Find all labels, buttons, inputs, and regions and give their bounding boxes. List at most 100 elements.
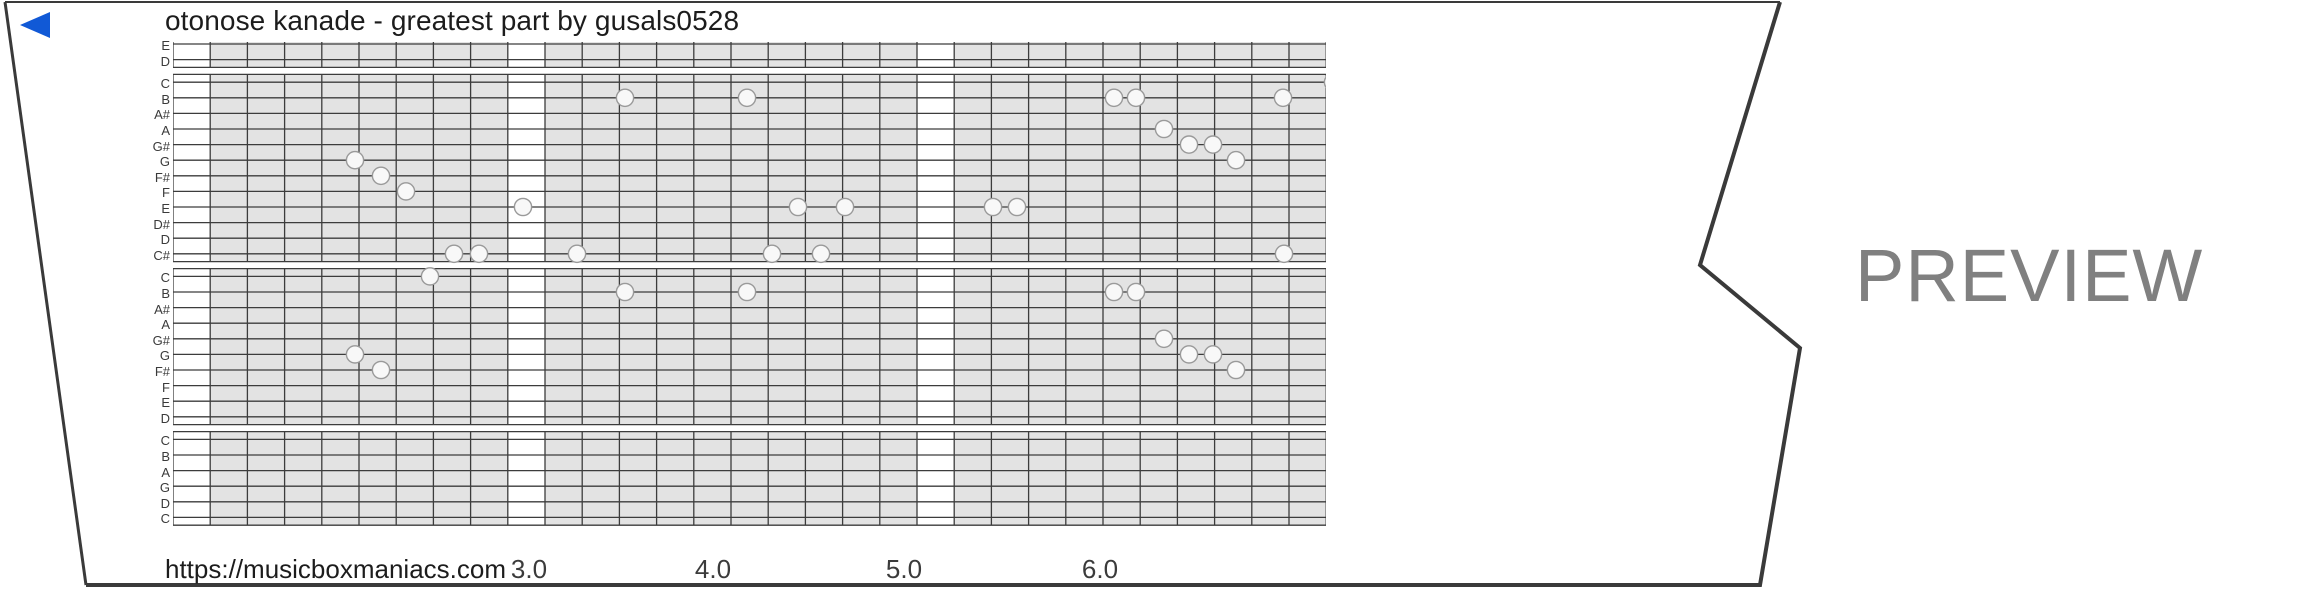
note-marker[interactable]	[1104, 88, 1124, 108]
grid-cell-block	[396, 74, 434, 262]
note-label: F#	[154, 169, 170, 185]
grid-cell-block	[1065, 431, 1103, 526]
grid-cell-block	[954, 431, 992, 526]
grid-cell-block	[1028, 268, 1066, 425]
grid-cell-block	[210, 431, 248, 526]
note-marker[interactable]	[371, 166, 391, 186]
grid-cell-block	[656, 268, 694, 425]
grid-cell-block	[433, 268, 471, 425]
grid-cell-block	[247, 74, 285, 262]
grid-cell-block	[433, 431, 471, 526]
note-marker[interactable]	[420, 267, 440, 286]
grid-cell-block	[954, 74, 992, 262]
note-label: C#	[153, 247, 170, 263]
note-marker[interactable]	[444, 244, 464, 264]
grid-cell-block	[321, 42, 359, 68]
grid-cell-block	[284, 42, 322, 68]
note-marker[interactable]	[1226, 360, 1246, 380]
note-marker[interactable]	[371, 360, 391, 380]
note-label: C	[160, 511, 170, 527]
note-grid[interactable]	[173, 42, 1327, 535]
grid-cell-block	[582, 74, 620, 262]
note-marker[interactable]	[762, 244, 782, 264]
grid-cell-block	[396, 268, 434, 425]
note-marker[interactable]	[1154, 329, 1174, 349]
note-marker[interactable]	[396, 182, 416, 201]
grid-cell-block	[1214, 431, 1252, 526]
grid-cell-block	[470, 268, 508, 425]
note-marker[interactable]	[835, 197, 855, 217]
note-marker[interactable]	[1179, 135, 1199, 154]
grid-cell-block	[582, 268, 620, 425]
grid-cell-block	[1214, 42, 1252, 68]
note-label: G#	[152, 138, 170, 154]
note-marker[interactable]	[615, 88, 635, 108]
note-marker[interactable]	[1273, 88, 1293, 108]
grid-cell-block	[656, 42, 694, 68]
page-title: otonose kanade - greatest part by gusals…	[165, 5, 740, 36]
grid-cell-block	[1140, 268, 1178, 425]
grid-cell-block	[582, 42, 620, 68]
note-marker[interactable]	[1226, 150, 1246, 170]
note-marker[interactable]	[469, 244, 489, 264]
note-marker[interactable]	[1154, 119, 1174, 139]
note-marker[interactable]	[513, 197, 533, 217]
note-label: A	[161, 123, 170, 138]
note-marker[interactable]	[737, 282, 757, 302]
note-marker[interactable]	[1126, 88, 1146, 108]
note-label: G	[159, 154, 170, 170]
grid-cell-block	[1140, 431, 1178, 526]
music-sheet: E D C B A# A G# G F# F E D# D C# C B A# A G# G F# F E D C B A G D C	[0, 39, 1790, 552]
note-marker[interactable]	[615, 282, 635, 302]
grid-cell-block	[1177, 42, 1215, 68]
grid-cell-block	[842, 74, 880, 262]
note-marker[interactable]	[345, 150, 365, 170]
note-label: B	[161, 91, 170, 107]
grid-cell-block	[768, 42, 806, 68]
grid-cell-block	[433, 74, 471, 262]
grid-cell-block	[545, 74, 583, 262]
grid-cell-block	[359, 268, 397, 425]
grid-cell-block	[1065, 42, 1103, 68]
note-marker[interactable]	[788, 197, 808, 217]
note-marker[interactable]	[567, 244, 587, 264]
grid-cell-block	[842, 268, 880, 425]
note-marker[interactable]	[811, 244, 831, 264]
grid-cell-block	[1028, 42, 1066, 68]
grid-cell-block	[1065, 268, 1103, 425]
grid-cell-block	[210, 74, 248, 262]
note-marker[interactable]	[1203, 345, 1223, 364]
grid-cell-block	[545, 42, 583, 68]
note-label: E	[161, 395, 170, 411]
note-marker[interactable]	[983, 197, 1003, 217]
grid-cell-block	[991, 42, 1029, 68]
back-arrow-icon[interactable]	[18, 11, 52, 39]
note-marker[interactable]	[345, 345, 365, 364]
note-marker[interactable]	[1126, 282, 1146, 302]
note-marker[interactable]	[1323, 74, 1327, 91]
note-marker[interactable]	[1274, 244, 1294, 264]
grid-cell-block	[656, 431, 694, 526]
grid-cell-block	[210, 268, 248, 425]
grid-cell-block	[284, 268, 322, 425]
note-marker[interactable]	[1007, 197, 1027, 217]
note-marker[interactable]	[1104, 282, 1124, 302]
grid-cell-block	[1140, 74, 1178, 262]
grid-cell-block	[693, 268, 731, 425]
grid-cell-block	[247, 268, 285, 425]
note-marker[interactable]	[1203, 135, 1223, 154]
note-label: A#	[154, 301, 170, 317]
grid-cell-block	[731, 42, 769, 68]
grid-cell-block	[991, 431, 1029, 526]
grid-cell-block	[879, 431, 917, 526]
grid-cell-block	[433, 42, 471, 68]
grid-cell-block	[879, 42, 917, 68]
grid-cell-block	[842, 431, 880, 526]
note-marker[interactable]	[737, 88, 757, 108]
grid-cell-block	[1251, 42, 1289, 68]
grid-cell-block	[693, 42, 731, 68]
note-label: G#	[152, 332, 170, 348]
grid-cell-block	[619, 431, 657, 526]
note-marker[interactable]	[1179, 345, 1199, 364]
grid-cell-block	[1289, 74, 1327, 262]
